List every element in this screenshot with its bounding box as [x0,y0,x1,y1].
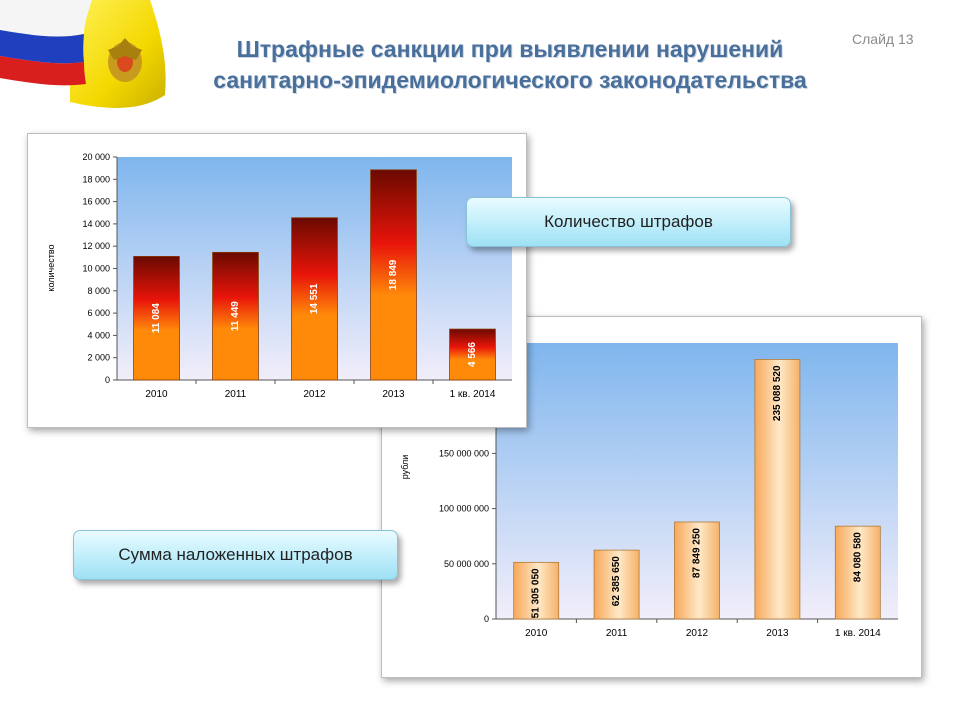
y-tick-label: 0 [105,375,110,385]
x-tick-label: 2010 [525,628,548,639]
bar-value-label: 11 084 [151,303,162,333]
bar [449,328,496,381]
y-axis-title: рубли [400,455,410,480]
title-line-2: санитарно-эпидемиологического законодате… [213,67,807,93]
bar [593,549,640,620]
bar [754,359,801,620]
y-tick-label: 20 000 [82,152,110,162]
fines-count-chart: 0 2 000 4 000 6 000 8 000 10 000 12 000 14 000 1… [27,133,527,428]
bar-value-label: 84 080 580 [852,532,863,582]
x-tick-label: 2011 [606,628,628,639]
y-tick-label: 6 000 [87,308,110,318]
slide-number: Слайд 13 [852,31,914,47]
y-tick-label: 150 000 000 [439,448,489,458]
x-tick-label: 2012 [686,628,709,639]
coat-of-arms-icon [108,38,142,82]
bar [291,217,338,381]
x-tick-label: 2010 [145,389,168,400]
bar-value-label: 4 566 [467,342,478,367]
bar-value-label: 62 385 650 [611,556,622,606]
y-tick-label: 14 000 [82,219,110,229]
bar-value-label: 235 088 520 [772,365,783,421]
x-tick-label: 1 кв. 2014 [835,628,881,639]
fines-sum-callout: Сумма наложенных штрафов [73,530,398,580]
x-tick-label: 2012 [303,389,326,400]
bar-value-label: 51 305 050 [531,568,542,618]
x-tick-label: 2013 [382,389,405,400]
y-tick-label: 50 000 000 [444,559,489,569]
fines-count-callout: Количество штрафов [466,197,791,247]
bar [212,251,259,381]
y-tick-label: 10 000 [82,264,110,274]
bar [133,256,180,381]
y-tick-label: 18 000 [82,174,110,184]
y-tick-label: 0 [484,614,489,624]
x-tick-label: 1 кв. 2014 [450,389,496,400]
y-tick-label: 12 000 [82,241,110,251]
bar [513,561,560,620]
bar-value-label: 18 849 [388,259,399,290]
fines-sum-chart-svg: 0 50 000 000 100 000 000 150 000 000 2010 201… [400,343,898,639]
y-tick-label: 8 000 [87,286,110,296]
russia-flag-emblem [0,0,166,108]
bar-value-label: 11 449 [230,301,241,331]
x-tick-label: 2013 [766,628,789,639]
x-tick-label: 2011 [225,389,247,400]
fines-count-chart-svg: 0 2 000 4 000 6 000 8 000 10 000 12 000 14 000 1… [46,152,512,400]
y-tick-label: 4 000 [87,330,110,340]
bar [834,525,881,620]
bar-value-label: 14 551 [309,283,320,314]
title-line-1: Штрафные санкции при выявлении нарушений [236,36,784,62]
bar-value-label: 87 849 250 [692,528,703,578]
slide-title: Штрафные санкции при выявлении нарушений… [170,34,850,96]
bar [674,521,720,620]
y-axis-title: количество [46,244,56,291]
bar [370,169,417,381]
y-tick-label: 2 000 [87,353,110,363]
y-tick-label: 100 000 000 [439,504,489,514]
y-tick-label: 16 000 [82,197,110,207]
